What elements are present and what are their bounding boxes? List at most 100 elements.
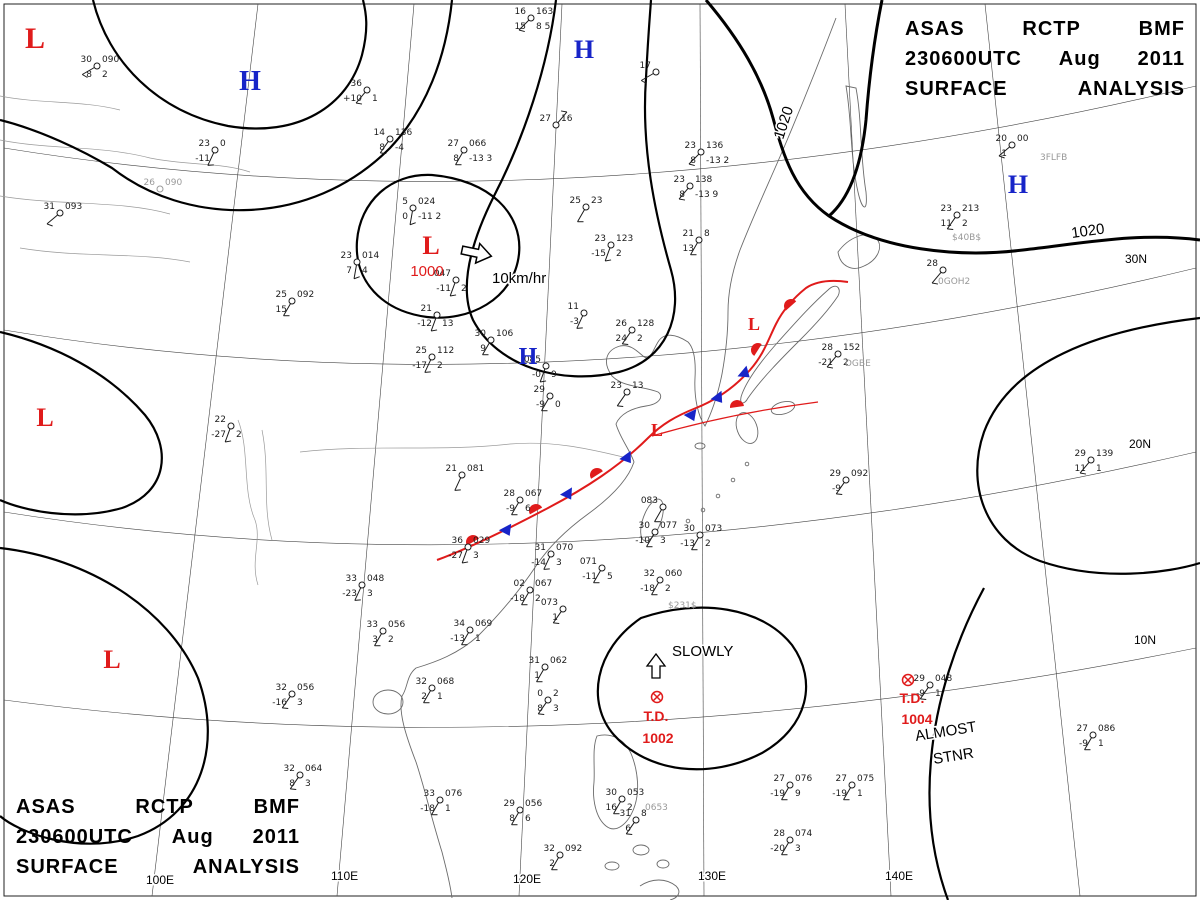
svg-text:056: 056 [388,620,405,630]
low-pressure-symbol: L [25,22,45,55]
station-plot: 30 106 9 [475,329,513,356]
svg-text:13: 13 [683,244,694,254]
station-plot: 34 069 -13 1 [450,619,492,646]
svg-text:1: 1 [534,671,540,681]
station-plot: 32 092 2 [544,844,582,871]
svg-text:3: 3 [556,558,562,568]
svg-text:25: 25 [416,346,427,356]
wind-barb [678,187,689,200]
wind-barb [835,482,845,495]
svg-text:213: 213 [962,204,979,214]
svg-text:0: 0 [537,689,543,699]
station-plot: 25 092 15 [276,290,314,317]
svg-text:20: 20 [996,134,1008,144]
td-pressure-value: 1002 [642,730,673,746]
wind-barb [536,669,544,682]
tropical-depression-marker: T.D. 1004 [900,673,933,727]
svg-text:+10: +10 [343,94,362,104]
svg-text:1: 1 [1098,739,1104,749]
svg-text:1: 1 [935,689,941,699]
low-pressure-symbol: L [651,420,663,440]
wind-barb [998,146,1011,157]
svg-text:8: 8 [537,704,543,714]
station-plot: 26 090 [144,178,182,193]
svg-text:4: 4 [362,266,368,276]
svg-text:2: 2 [461,284,467,294]
svg-text:8 5: 8 5 [536,22,550,32]
svg-text:8: 8 [641,809,647,819]
wind-barb [646,534,654,547]
wind-barb [379,141,389,154]
grid-labels: 30N 20N 10N 100E 110E 120E 130E 140E [145,251,1158,889]
svg-text:2: 2 [665,584,671,594]
svg-text:0: 0 [555,400,561,410]
isobar-1020-label: 1020 [1070,220,1105,241]
hokkaido-island [837,234,880,269]
svg-text:27: 27 [540,114,551,124]
svg-text:00: 00 [1017,134,1029,144]
svg-text:-0: -0 [532,370,541,380]
svg-text:30: 30 [606,788,618,798]
wind-barb [355,91,366,104]
svg-text:32: 32 [416,677,427,687]
wind-barb [691,537,699,550]
latitude-line-30n [3,267,1197,365]
td-pressure-value: 1004 [901,711,932,727]
tropical-depression-icon [901,673,915,687]
station-plot: 27 066 8 -13 3 [448,139,492,166]
wind-barb [688,153,700,165]
philippine-island [656,859,670,869]
svg-text:071: 071 [580,557,597,567]
svg-text:2: 2 [549,859,555,869]
wind-barb [826,355,837,368]
svg-text:081: 081 [467,464,484,474]
svg-text:1: 1 [372,94,378,104]
svg-text:-9: -9 [916,689,925,699]
svg-text:-11: -11 [195,154,210,164]
svg-text:0: 0 [220,139,226,149]
chart-id-line: ASAS RCTP BMF [16,796,300,818]
station-plot: 30 090 8 2 [81,55,120,80]
station-plot: 23 014 7 4 [341,251,379,280]
latitude-label: 10N [1134,633,1156,647]
svg-text:123: 123 [616,234,633,244]
svg-text:-9: -9 [536,400,545,410]
isobar-1020-label: 1020 [771,104,797,141]
svg-text:077: 077 [660,521,677,531]
svg-text:5: 5 [607,572,613,582]
pressure-value-label: 1000 [410,263,443,280]
wind-barb [224,428,231,443]
station-id-note: $231$ [668,601,697,611]
station-plot: 30 053 16 2 [606,788,644,815]
longitude-line-110e [336,3,415,897]
svg-text:3: 3 [473,551,479,561]
svg-text:-9: -9 [1079,739,1088,749]
svg-text:064: 064 [305,764,322,774]
cold-front-symbol [559,487,573,500]
svg-text:31: 31 [535,543,546,553]
station-id-note: DGBE [845,359,871,369]
svg-text:2: 2 [553,689,559,699]
wind-barb [82,67,95,75]
trough-line [651,401,819,437]
station-plot: 29 056 8 6 [504,799,542,826]
svg-text:23: 23 [611,381,622,391]
chart-datetime-line: 230600UTC Aug 2011 [905,48,1185,70]
wind-barb [424,359,432,373]
station-plot: 32 056 -16 3 [272,683,314,709]
svg-text:092: 092 [297,290,314,300]
longitude-label: 130E [698,869,726,883]
warm-front-symbol [590,468,603,479]
wind-barb [354,587,362,601]
svg-text:34: 34 [454,619,466,629]
longitude-label: 110E [331,869,358,883]
svg-text:17: 17 [640,61,651,71]
station-plot: 28 074 -20 3 [770,829,812,856]
svg-text:30: 30 [81,55,93,65]
svg-text:074: 074 [795,829,812,839]
wind-barb [423,690,431,703]
isobar-curve [976,316,1200,575]
station-plot: 25 112 -17 2 [412,346,454,373]
svg-text:-11: -11 [582,572,597,582]
